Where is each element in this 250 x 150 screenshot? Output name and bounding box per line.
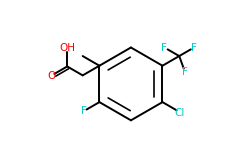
Text: F: F [182, 67, 188, 77]
Text: F: F [81, 106, 86, 116]
Text: F: F [162, 42, 167, 52]
Text: F: F [191, 42, 197, 52]
Text: Cl: Cl [174, 108, 184, 117]
Text: OH: OH [59, 43, 75, 53]
Text: O: O [48, 70, 56, 81]
